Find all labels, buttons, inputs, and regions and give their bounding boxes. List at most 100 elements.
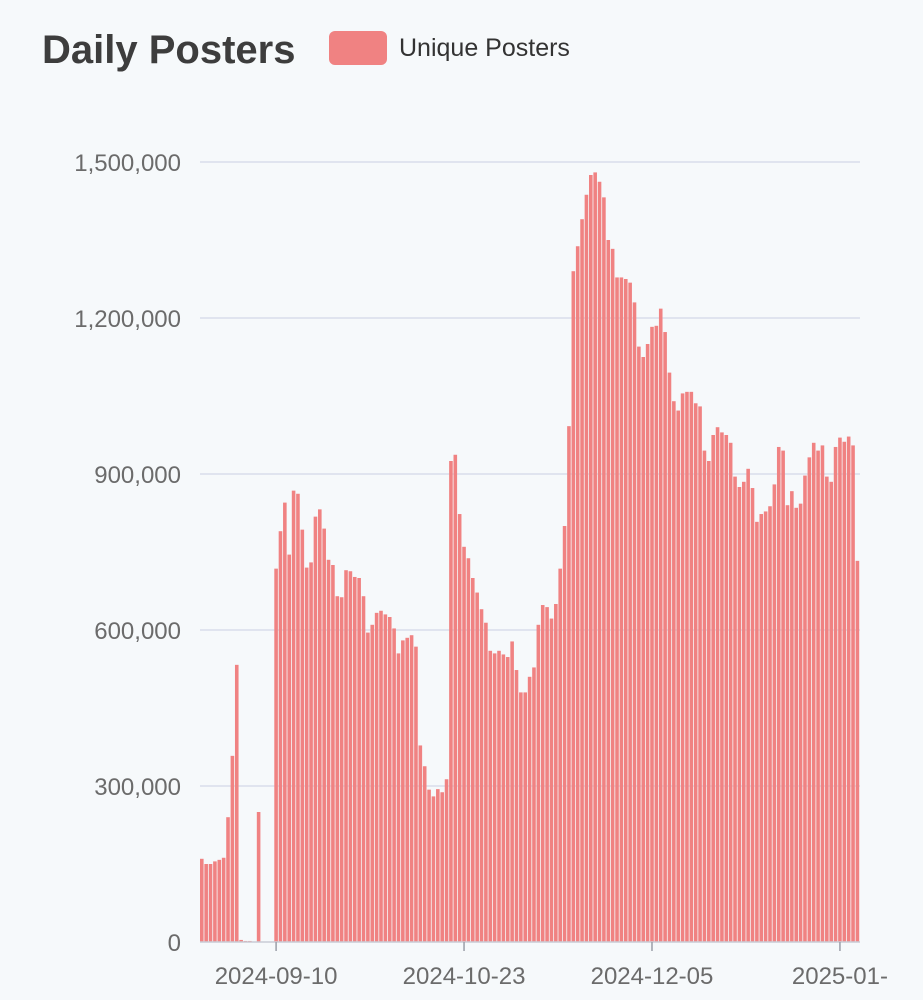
bar — [567, 426, 571, 942]
bar — [733, 476, 737, 942]
bar — [444, 779, 449, 942]
bar — [527, 676, 532, 942]
bar — [628, 282, 632, 942]
bar — [335, 596, 340, 942]
bar — [304, 567, 309, 942]
bar — [811, 442, 816, 942]
bar — [545, 607, 549, 942]
bar — [505, 657, 510, 942]
bar — [720, 432, 724, 942]
bar — [457, 514, 462, 942]
bar — [466, 558, 471, 942]
bar — [361, 596, 366, 942]
bar — [702, 450, 707, 942]
bar — [846, 436, 851, 942]
bar — [571, 271, 576, 942]
bar — [523, 692, 528, 942]
bar — [383, 614, 388, 942]
bar — [645, 344, 650, 942]
bar — [274, 568, 278, 942]
bar — [820, 445, 825, 942]
y-tick-label: 0 — [168, 930, 181, 957]
y-tick-label: 1,200,000 — [74, 306, 181, 333]
bar — [851, 445, 855, 942]
bar — [838, 437, 842, 942]
bar — [379, 610, 383, 942]
bar — [230, 755, 235, 942]
bar — [575, 246, 580, 943]
bar — [213, 861, 217, 942]
bar — [663, 332, 667, 942]
bar — [641, 357, 646, 942]
bar — [401, 640, 405, 942]
bar — [234, 664, 239, 942]
bar — [737, 487, 742, 942]
bar — [278, 531, 283, 942]
bar — [283, 502, 287, 942]
bar — [217, 859, 222, 942]
bar — [707, 461, 711, 942]
bar — [619, 277, 624, 942]
bar — [785, 505, 790, 942]
bar — [715, 427, 720, 942]
bar — [593, 172, 597, 942]
bar — [348, 571, 353, 942]
bar — [309, 562, 313, 942]
bar — [606, 240, 611, 942]
y-tick-label: 900,000 — [94, 462, 181, 489]
x-tick-label: 2024-10-23 — [403, 963, 526, 990]
bar — [589, 175, 593, 942]
bar — [204, 864, 208, 942]
bar — [676, 410, 681, 942]
bar — [436, 789, 440, 942]
y-tick-label: 300,000 — [94, 774, 181, 801]
bar — [352, 576, 357, 942]
bar — [558, 568, 562, 942]
bar — [728, 442, 733, 942]
bar — [374, 612, 379, 942]
bar — [392, 628, 396, 942]
bar — [501, 654, 506, 942]
bar — [580, 219, 584, 942]
bar — [322, 528, 326, 942]
legend-swatch — [329, 31, 387, 65]
bar — [484, 622, 488, 942]
bar — [685, 391, 689, 943]
bar — [221, 857, 226, 942]
bar — [318, 509, 322, 942]
bar — [772, 484, 777, 942]
bar — [462, 546, 466, 942]
legend-item[interactable]: Unique Posters — [329, 31, 570, 65]
bar — [750, 488, 755, 942]
bar — [208, 864, 213, 942]
bar — [536, 624, 541, 942]
bar — [755, 521, 759, 942]
bar — [562, 526, 567, 942]
bar — [698, 406, 702, 942]
y-tick-label: 600,000 — [94, 618, 181, 645]
bar — [256, 812, 261, 942]
bar — [615, 277, 619, 942]
bar — [427, 789, 431, 942]
bar — [833, 446, 838, 942]
bar — [803, 475, 807, 942]
bar — [226, 817, 230, 942]
bar — [650, 326, 654, 943]
bar — [440, 792, 444, 942]
bar — [794, 507, 799, 942]
bar — [239, 939, 243, 942]
bar — [470, 578, 475, 942]
bar — [291, 490, 296, 942]
bar — [344, 570, 348, 942]
bar — [623, 279, 628, 942]
bar — [672, 401, 676, 942]
bar — [519, 692, 523, 942]
bar — [554, 604, 558, 942]
bar — [610, 248, 615, 943]
bar — [510, 641, 514, 942]
bar — [497, 650, 501, 942]
bar — [479, 609, 484, 942]
bar — [514, 670, 519, 942]
bar — [781, 450, 785, 942]
bar — [366, 632, 370, 942]
